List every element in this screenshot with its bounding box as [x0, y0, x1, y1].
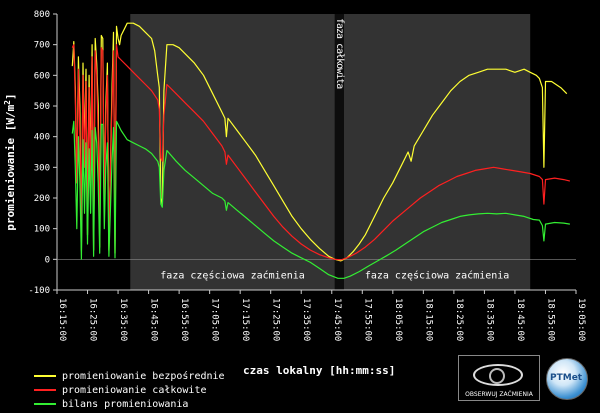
y-tick-label: 400 — [34, 133, 50, 143]
legend: promieniowanie bezpośrednie promieniowan… — [34, 369, 225, 411]
legend-swatch — [34, 375, 56, 377]
x-tick-label: 18:35:00 — [484, 298, 494, 341]
partial-phase-label: faza częściowa zaćmienia — [365, 270, 510, 282]
globe-icon — [546, 358, 588, 400]
observation-logo: OBSERWUJ ZAĆMIENIA — [458, 355, 540, 401]
totality-label: faza całkowita — [334, 18, 345, 89]
legend-item: promieniowanie całkowite — [34, 383, 225, 397]
x-tick-label: 17:15:00 — [240, 298, 250, 341]
y-tick-label: 200 — [34, 194, 50, 204]
partial-phase-label: faza częściowa zaćmienia — [160, 270, 305, 282]
x-tick-label: 17:25:00 — [271, 298, 281, 341]
legend-swatch — [34, 403, 56, 405]
society-logo: PTMet — [546, 358, 588, 400]
eye-icon — [473, 364, 523, 386]
y-ticks: -100 0 100 200 300 400 500 600 700 800 — [28, 10, 57, 296]
x-tick-label: 18:45:00 — [515, 298, 525, 341]
x-tick-label: 16:55:00 — [179, 298, 189, 341]
phase-band — [334, 14, 344, 290]
logo-text: OBSERWUJ ZAĆMIENIA — [465, 391, 533, 398]
legend-label: promieniowanie bezpośrednie — [62, 370, 225, 382]
x-ticks: 16:15:00 16:25:00 16:35:00 16:45:00 16:55:00… — [56, 290, 586, 341]
x-tick-label: 16:35:00 — [118, 298, 128, 341]
legend-item: bilans promieniowania — [34, 397, 225, 411]
y-tick-label: -100 — [28, 286, 50, 296]
x-tick-label: 18:05:00 — [393, 298, 403, 341]
y-tick-label: 600 — [34, 71, 50, 81]
x-tick-label: 19:05:00 — [576, 298, 586, 341]
eclipse-icon — [489, 368, 505, 384]
y-tick-label: 500 — [34, 102, 50, 112]
phase-band — [343, 14, 531, 290]
axes — [56, 14, 576, 291]
x-tick-label: 17:05:00 — [210, 298, 220, 341]
logo-text: PTMet — [550, 373, 583, 383]
legend-item: promieniowanie bezpośrednie — [34, 369, 225, 383]
y-tick-label: 800 — [34, 10, 50, 20]
series-line — [71, 22, 568, 262]
x-axis-label: czas lokalny [hh:mm:ss] — [243, 364, 395, 377]
y-tick-label: 0 — [45, 255, 50, 265]
x-tick-label: 16:45:00 — [149, 298, 159, 341]
legend-swatch — [34, 389, 56, 391]
x-tick-label: 17:35:00 — [301, 298, 311, 341]
series-line — [71, 120, 570, 279]
x-tick-label: 18:15:00 — [423, 298, 433, 341]
x-tick-label: 18:55:00 — [545, 298, 555, 341]
series — [71, 22, 571, 279]
y-tick-label: 300 — [34, 163, 50, 173]
series-line — [71, 44, 571, 261]
y-axis-label: promieniowanie [W/m2] — [3, 93, 17, 230]
x-tick-label: 16:15:00 — [57, 298, 67, 341]
y-tick-label: 100 — [34, 225, 50, 235]
x-tick-label: 16:25:00 — [88, 298, 98, 341]
x-tick-label: 17:55:00 — [362, 298, 372, 341]
x-tick-label: 17:45:00 — [332, 298, 342, 341]
y-tick-label: 700 — [34, 41, 50, 51]
x-tick-label: 18:25:00 — [454, 298, 464, 341]
legend-label: promieniowanie całkowite — [62, 384, 207, 396]
phase-bands — [130, 14, 531, 290]
band-labels: faza częściowa zaćmienia faza całkowita fa… — [160, 18, 509, 282]
legend-label: bilans promieniowania — [62, 398, 189, 410]
